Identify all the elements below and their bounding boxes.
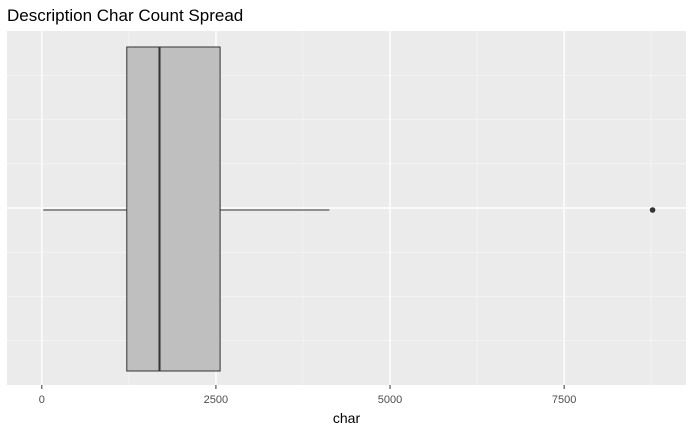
chart-title: Description Char Count Spread: [7, 6, 243, 25]
x-tick-label: 5000: [378, 394, 402, 406]
x-axis-label: char: [333, 410, 361, 426]
x-tick-label: 0: [39, 394, 45, 406]
iqr-box: [126, 46, 221, 372]
x-tick-label: 7500: [552, 394, 576, 406]
outlier-point: [649, 207, 656, 213]
x-tick-label: 2500: [204, 394, 228, 406]
